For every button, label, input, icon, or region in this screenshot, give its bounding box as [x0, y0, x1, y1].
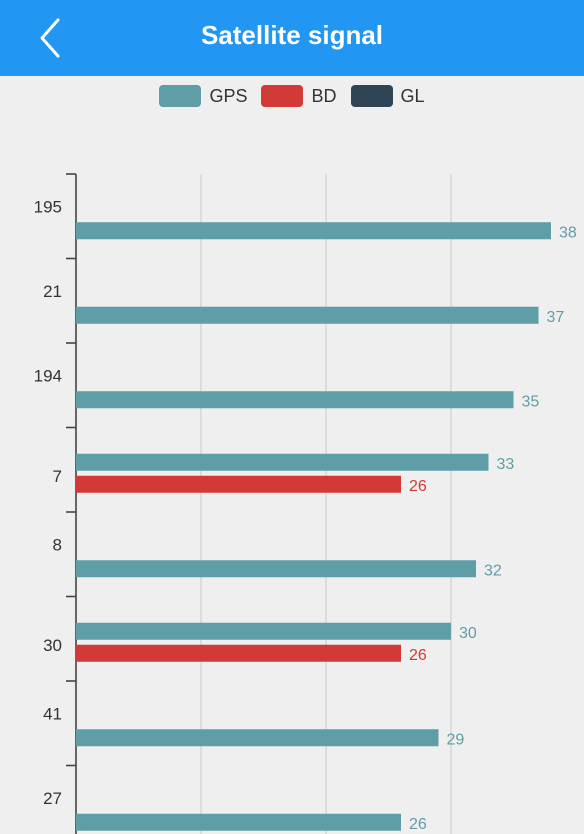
bar-gps [76, 306, 539, 324]
bar-gps [76, 560, 476, 578]
y-tick-label: 21 [43, 282, 62, 301]
bar-gps [76, 729, 439, 747]
chart-legend: GPS BD GL [0, 84, 584, 108]
y-tick-label: 195 [34, 197, 62, 216]
bar-gps [76, 222, 551, 240]
y-tick-label: 27 [43, 789, 62, 808]
legend-item-gl: GL [350, 85, 425, 107]
bar-gps [76, 453, 489, 471]
data-label-bd: 26 [409, 478, 427, 495]
legend-swatch-gps [159, 85, 202, 107]
page-title: Satellite signal [200, 20, 384, 50]
bar-gps [76, 622, 451, 640]
data-label-gps: 35 [522, 393, 540, 410]
data-label-gps: 37 [547, 309, 565, 326]
data-label-gps: 30 [459, 625, 477, 642]
chevron-left-icon[interactable] [30, 14, 74, 62]
legend-item-bd: BD [261, 85, 337, 107]
data-label-bd: 26 [409, 647, 427, 664]
y-tick-label: 30 [43, 636, 62, 655]
legend-swatch-bd [261, 85, 304, 107]
legend-label-gps: GPS [209, 85, 248, 106]
bar-bd [76, 644, 401, 662]
y-tick-label: 194 [34, 366, 62, 385]
legend-label-bd: BD [311, 85, 337, 106]
data-label-gps: 33 [497, 456, 515, 473]
data-label-gps: 29 [447, 731, 465, 748]
y-tick-label: 8 [53, 535, 62, 554]
data-label-gps: 26 [409, 816, 427, 833]
app-header: Satellite signal [0, 0, 584, 76]
bar-gps [76, 391, 514, 409]
y-tick-label: 7 [53, 467, 62, 486]
data-label-gps: 32 [484, 562, 502, 579]
y-tick-label: 41 [43, 704, 62, 723]
bar-bd [76, 475, 401, 493]
legend-item-gps: GPS [159, 85, 247, 107]
legend-swatch-gl [350, 85, 393, 107]
data-label-gps: 38 [559, 224, 577, 241]
bar-gps [76, 813, 401, 831]
legend-label-gl: GL [400, 85, 425, 106]
